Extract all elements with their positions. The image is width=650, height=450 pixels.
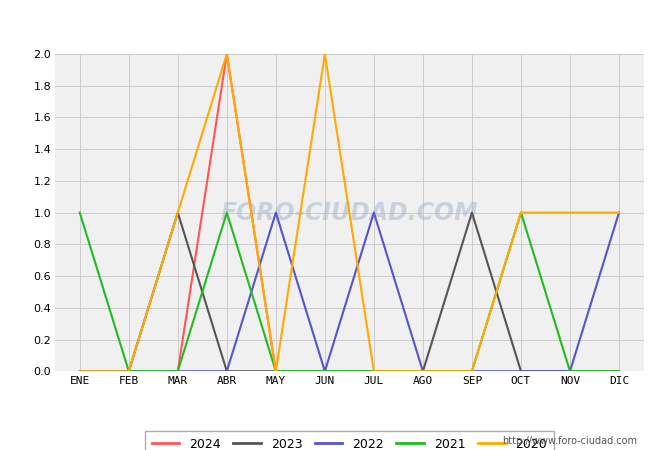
Text: http://www.foro-ciudad.com: http://www.foro-ciudad.com [502,436,637,446]
Text: FORO-CIUDAD.COM: FORO-CIUDAD.COM [220,201,478,225]
Text: Matriculaciones de Vehiculos en Santa Engracia del Jubera: Matriculaciones de Vehiculos en Santa En… [101,15,549,30]
Legend: 2024, 2023, 2022, 2021, 2020: 2024, 2023, 2022, 2021, 2020 [145,432,554,450]
